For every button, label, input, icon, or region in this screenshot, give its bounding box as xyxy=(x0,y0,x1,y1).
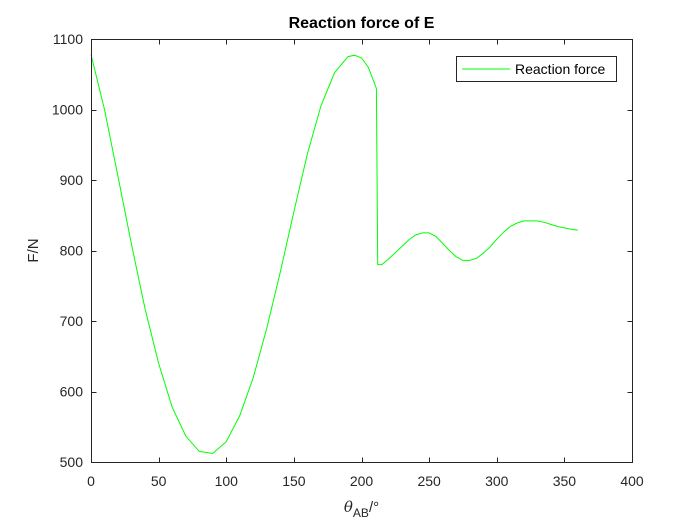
x-tick-label: 400 xyxy=(620,473,644,489)
y-tick-label: 1100 xyxy=(53,31,83,47)
x-axis-label-symbol: θ xyxy=(344,498,353,516)
x-axis-label-subscript: AB xyxy=(353,506,369,520)
y-tick-label: 700 xyxy=(60,313,84,329)
x-tick-label: 150 xyxy=(282,473,306,489)
x-tick-label: 250 xyxy=(417,473,441,489)
chart-title: Reaction force of E xyxy=(289,15,435,32)
y-tick-label: 800 xyxy=(60,243,84,259)
y-tick-label: 500 xyxy=(60,454,84,470)
y-tick-label: 900 xyxy=(60,172,84,188)
x-tick-label: 300 xyxy=(485,473,509,489)
x-tick-label: 100 xyxy=(215,473,239,489)
tick-labels: 0 50 100 150 200 250 300 350 400 500 600 700 800 900 1… xyxy=(52,31,644,489)
x-tick-label: 0 xyxy=(87,473,95,489)
x-axis-label: θAB/° xyxy=(344,498,379,520)
legend-entry-reaction-force: Reaction force xyxy=(515,61,605,77)
legend: Reaction force xyxy=(456,56,617,82)
y-axis-label: F/N xyxy=(25,238,42,262)
series-line-reaction-force xyxy=(90,54,578,455)
x-tick-label: 50 xyxy=(151,473,167,489)
x-axis-label-unit: /° xyxy=(369,499,379,516)
x-tick-label: 350 xyxy=(553,473,577,489)
y-tick-label: 1000 xyxy=(52,102,83,118)
x-tick-label: 200 xyxy=(350,473,374,489)
y-tick-label: 600 xyxy=(60,384,84,400)
plot-frame xyxy=(91,39,633,463)
plot-area xyxy=(91,39,632,462)
